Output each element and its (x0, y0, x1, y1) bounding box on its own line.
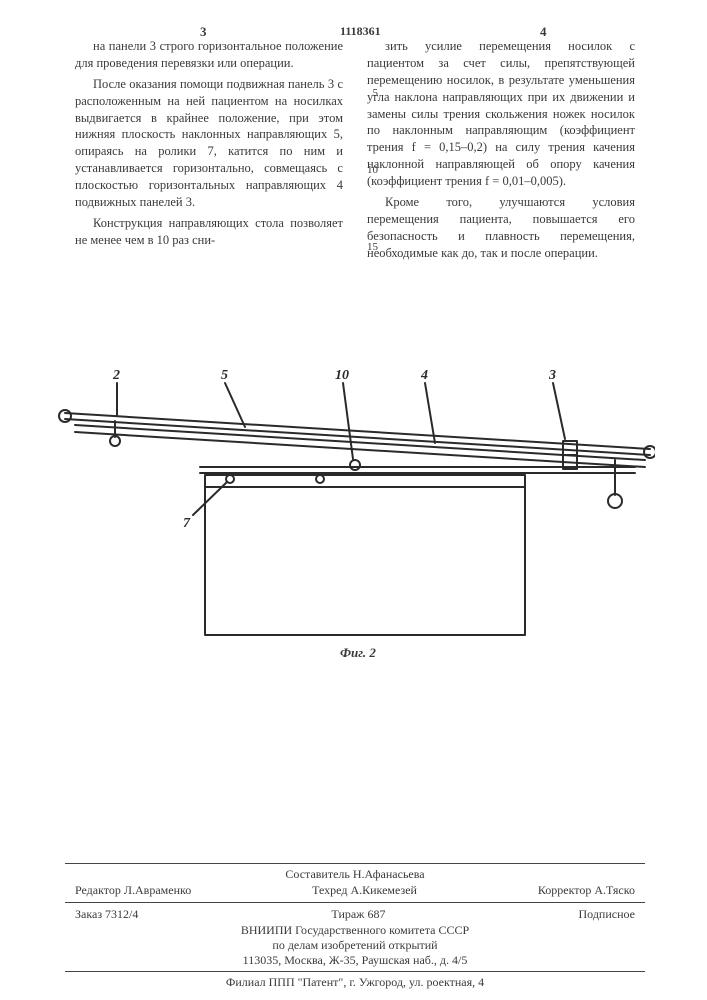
fig-label-7: 7 (183, 516, 191, 531)
document-id: 1118361 (340, 24, 381, 39)
figure-caption: Фиг. 2 (340, 645, 376, 661)
right-p2: Кроме того, улучшаются условия перемещен… (367, 194, 635, 262)
footer-techred: Техред А.Кикемезей (312, 883, 417, 898)
fig-label-5: 5 (221, 368, 228, 383)
footer-block: Составитель Н.Афанасьева Редактор Л.Авра… (65, 860, 645, 990)
footer-subscr: Подписное (579, 907, 636, 922)
fig-label-10: 10 (335, 368, 349, 383)
left-p2: После оказания помощи подвижная панель 3… (75, 76, 343, 211)
figure-svg: 2 5 10 4 3 7 (55, 365, 655, 655)
footer-editor: Редактор Л.Авраменко (75, 883, 191, 898)
right-p1: зить усилие перемещения носилок с пациен… (367, 38, 635, 190)
footer-branch: Филиал ППП "Патент", г. Ужгород, ул. рое… (65, 975, 645, 990)
text-columns: на панели 3 строго горизонтальное положе… (75, 38, 635, 265)
footer-corrector: Корректор А.Тяско (538, 883, 635, 898)
footer-tirazh: Тираж 687 (331, 907, 385, 922)
left-column: на панели 3 строго горизонтальное положе… (75, 38, 343, 265)
fig-label-4: 4 (420, 368, 428, 383)
ln-5: 5 (358, 88, 378, 99)
figure-2: 2 5 10 4 3 7 (55, 365, 655, 655)
right-column: зить усилие перемещения носилок с пациен… (367, 38, 635, 265)
footer-org2: по делам изобретений открытий (65, 938, 645, 953)
left-p3: Конструкция направляющих стола позволяет… (75, 215, 343, 249)
footer-order: Заказ 7312/4 (75, 907, 138, 922)
fig-label-3: 3 (548, 368, 556, 383)
fig-label-2: 2 (112, 368, 120, 383)
ln-15: 15 (358, 242, 378, 253)
footer-addr1: 113035, Москва, Ж-35, Раушская наб., д. … (65, 953, 645, 968)
footer-compiler: Составитель Н.Афанасьева (65, 867, 645, 882)
ln-10: 10 (358, 165, 378, 176)
line-numbers: 5 10 15 (358, 88, 378, 319)
footer-org1: ВНИИПИ Государственного комитета СССР (65, 923, 645, 938)
left-p1: на панели 3 строго горизонтальное положе… (75, 38, 343, 72)
